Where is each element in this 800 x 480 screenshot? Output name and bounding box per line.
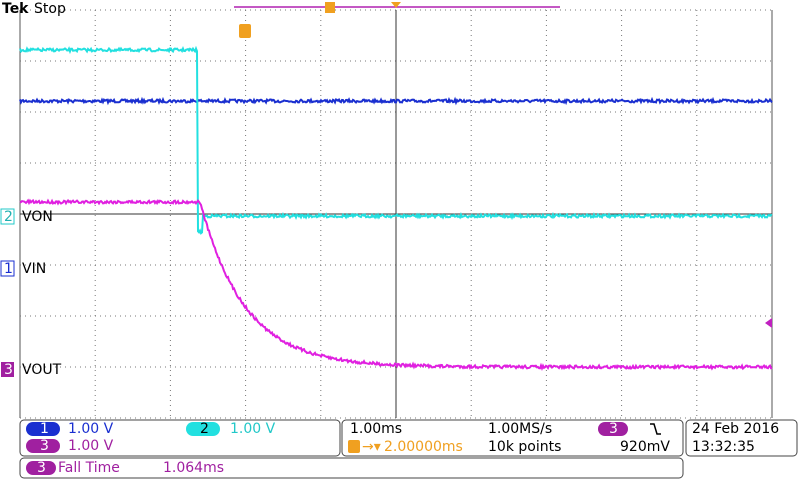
measurement-source: 3 <box>37 460 46 476</box>
date: 24 Feb 2016 <box>692 421 779 437</box>
waveforms <box>19 45 773 371</box>
ch1-badge-number: 1 <box>40 421 49 437</box>
ch1-marker-number: 1 <box>4 261 13 277</box>
trigger-source-badge <box>598 422 628 436</box>
measurement-panel <box>19 457 684 479</box>
trigger-source: 3 <box>609 421 618 437</box>
ch2-marker <box>0 208 15 225</box>
record-length: 10k points <box>488 439 561 455</box>
measurement-value: 1.064ms <box>163 460 224 476</box>
status: Stop <box>34 1 66 17</box>
ch1-label: VIN <box>22 261 46 277</box>
trigger-level: 920mV <box>620 439 670 455</box>
time-scale: 1.00ms <box>350 421 402 437</box>
timebase-panel <box>341 419 684 457</box>
falling-edge-icon <box>650 423 661 435</box>
ch2-trace <box>19 45 773 235</box>
trigger-arrow: →▾ <box>362 439 381 455</box>
time: 13:32:35 <box>692 439 755 455</box>
ch2-label: VON <box>22 209 53 225</box>
channel-panel <box>19 419 341 457</box>
ch1-scale: 1.00 V <box>68 421 114 437</box>
graticule <box>19 9 773 419</box>
ch2-scale: 1.00 V <box>230 421 276 437</box>
trigger-position-marker <box>391 2 401 8</box>
measurement-source-badge <box>26 461 56 475</box>
sample-rate: 1.00MS/s <box>488 421 552 437</box>
ch2-marker-number: 2 <box>4 209 13 225</box>
datetime-panel <box>685 419 798 457</box>
ch2-badge <box>186 422 220 436</box>
ch1-badge <box>26 422 60 436</box>
measurement-name: Fall Time <box>58 460 120 476</box>
trigger-icon <box>348 440 360 453</box>
ch3-scale: 1.00 V <box>68 438 114 454</box>
ch2-badge-number: 2 <box>200 421 209 437</box>
ch3-trace <box>19 198 773 371</box>
ch3-marker-number: 3 <box>4 362 13 378</box>
trigger-time-marker <box>239 24 251 38</box>
ch1-marker <box>0 260 15 277</box>
ch3-badge <box>26 439 60 453</box>
trigger-level-marker <box>765 318 772 328</box>
ch3-badge-number: 3 <box>40 438 49 454</box>
ch3-marker <box>1 362 14 377</box>
trigger-marker <box>325 2 335 13</box>
ch3-label: VOUT <box>22 362 62 378</box>
ch1-trace <box>19 96 773 106</box>
brand: Tek <box>2 1 29 17</box>
trigger-position: 2.00000ms <box>384 439 463 455</box>
